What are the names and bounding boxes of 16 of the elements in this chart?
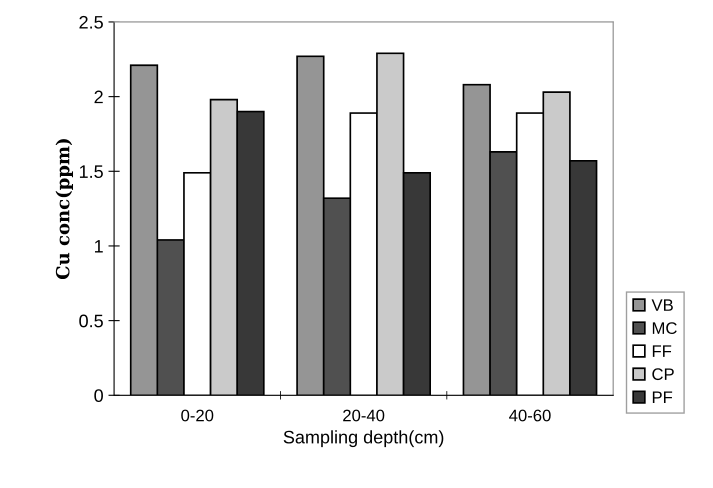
x-tick-label: 0-20 xyxy=(181,410,214,422)
y-tick-label: 1 xyxy=(95,240,103,252)
y-tick-label: 2.5 xyxy=(79,16,103,29)
legend-label: MC xyxy=(652,322,677,334)
y-tick-label: 2 xyxy=(94,90,103,104)
legend-label: FF xyxy=(652,345,672,357)
y-tick-label: 0.5 xyxy=(79,314,103,328)
x-tick-label: 20-40 xyxy=(343,410,384,422)
legend-label: PF xyxy=(652,391,672,403)
legend-label: CP xyxy=(652,368,674,380)
x-axis-title: Sampling depth(cm) xyxy=(284,430,444,448)
y-axis-title: Cu conc(ppm) xyxy=(56,139,74,280)
y-tick-label: 0 xyxy=(94,389,103,402)
x-tick-label: 40-60 xyxy=(509,410,551,422)
y-tick-label: 1.5 xyxy=(80,165,103,178)
legend-label: VB xyxy=(652,299,673,311)
